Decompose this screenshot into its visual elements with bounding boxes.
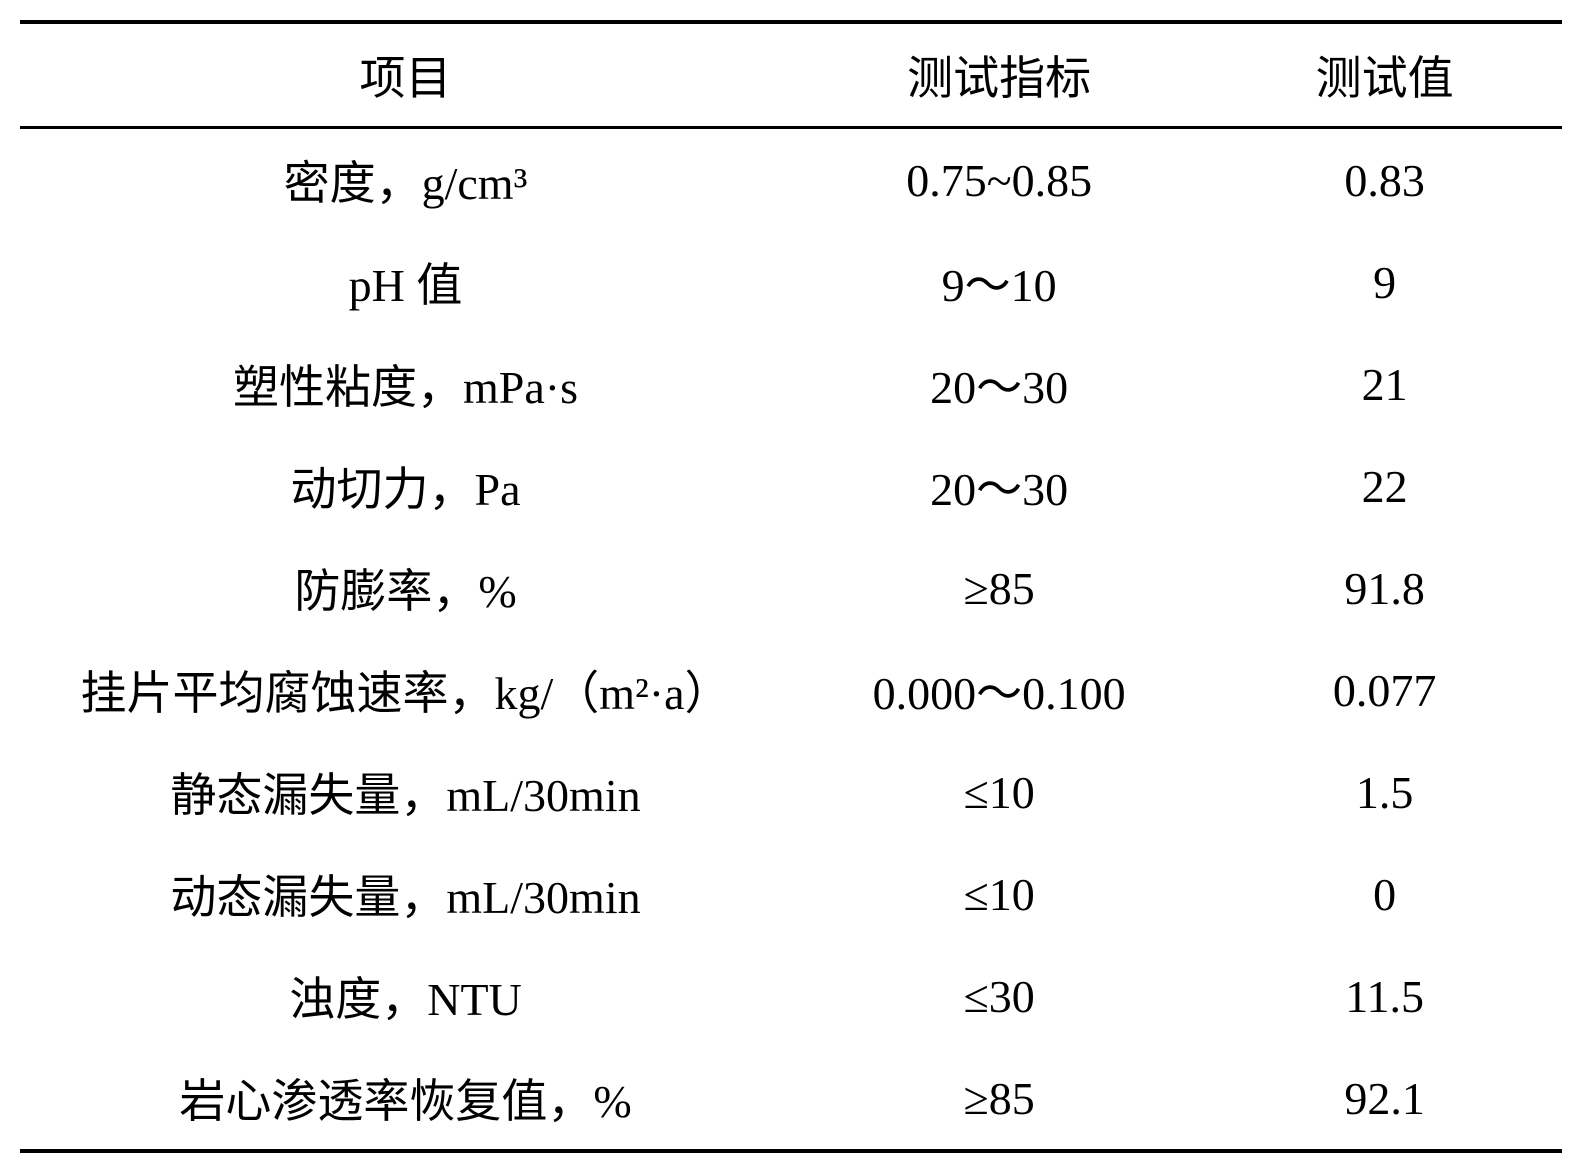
cell-spec: ≤30 xyxy=(791,945,1207,1047)
table-row: 动切力，Pa 20～30 22 xyxy=(20,435,1562,537)
table-row: 挂片平均腐蚀速率，kg/（m²·a） 0.000～0.100 0.077 xyxy=(20,639,1562,741)
cell-value: 9 xyxy=(1207,231,1562,333)
cell-item: 防膨率，% xyxy=(20,537,791,639)
cell-value: 11.5 xyxy=(1207,945,1562,1047)
cell-item: 塑性粘度，mPa·s xyxy=(20,333,791,435)
table-row: 密度，g/cm³ 0.75~0.85 0.83 xyxy=(20,128,1562,232)
cell-item: 浊度，NTU xyxy=(20,945,791,1047)
cell-item: 静态漏失量，mL/30min xyxy=(20,741,791,843)
cell-value: 1.5 xyxy=(1207,741,1562,843)
cell-spec: ≥85 xyxy=(791,537,1207,639)
column-header-value: 测试值 xyxy=(1207,22,1562,128)
cell-spec: 0.75~0.85 xyxy=(791,128,1207,232)
table-body: 密度，g/cm³ 0.75~0.85 0.83 pH 值 9～10 9 塑性粘度… xyxy=(20,128,1562,1152)
table-row: 静态漏失量，mL/30min ≤10 1.5 xyxy=(20,741,1562,843)
cell-value: 92.1 xyxy=(1207,1047,1562,1151)
cell-item: 动切力，Pa xyxy=(20,435,791,537)
data-table: 项目 测试指标 测试值 密度，g/cm³ 0.75~0.85 0.83 pH 值… xyxy=(20,20,1562,1153)
table-row: 岩心渗透率恢复值，% ≥85 92.1 xyxy=(20,1047,1562,1151)
cell-spec: ≤10 xyxy=(791,741,1207,843)
table-row: 浊度，NTU ≤30 11.5 xyxy=(20,945,1562,1047)
cell-spec: ≥85 xyxy=(791,1047,1207,1151)
cell-value: 0.83 xyxy=(1207,128,1562,232)
table-row: 动态漏失量，mL/30min ≤10 0 xyxy=(20,843,1562,945)
cell-spec: 0.000～0.100 xyxy=(791,639,1207,741)
cell-spec: 20～30 xyxy=(791,435,1207,537)
table-row: 塑性粘度，mPa·s 20～30 21 xyxy=(20,333,1562,435)
cell-spec: ≤10 xyxy=(791,843,1207,945)
column-header-item: 项目 xyxy=(20,22,791,128)
cell-item: 密度，g/cm³ xyxy=(20,128,791,232)
table-header-row: 项目 测试指标 测试值 xyxy=(20,22,1562,128)
cell-item: 动态漏失量，mL/30min xyxy=(20,843,791,945)
data-table-container: 项目 测试指标 测试值 密度，g/cm³ 0.75~0.85 0.83 pH 值… xyxy=(20,20,1562,1153)
cell-spec: 20～30 xyxy=(791,333,1207,435)
cell-spec: 9～10 xyxy=(791,231,1207,333)
cell-value: 0.077 xyxy=(1207,639,1562,741)
cell-value: 91.8 xyxy=(1207,537,1562,639)
cell-item: pH 值 xyxy=(20,231,791,333)
column-header-spec: 测试指标 xyxy=(791,22,1207,128)
table-row: pH 值 9～10 9 xyxy=(20,231,1562,333)
cell-value: 21 xyxy=(1207,333,1562,435)
cell-item: 岩心渗透率恢复值，% xyxy=(20,1047,791,1151)
table-row: 防膨率，% ≥85 91.8 xyxy=(20,537,1562,639)
cell-value: 0 xyxy=(1207,843,1562,945)
cell-value: 22 xyxy=(1207,435,1562,537)
cell-item: 挂片平均腐蚀速率，kg/（m²·a） xyxy=(20,639,791,741)
